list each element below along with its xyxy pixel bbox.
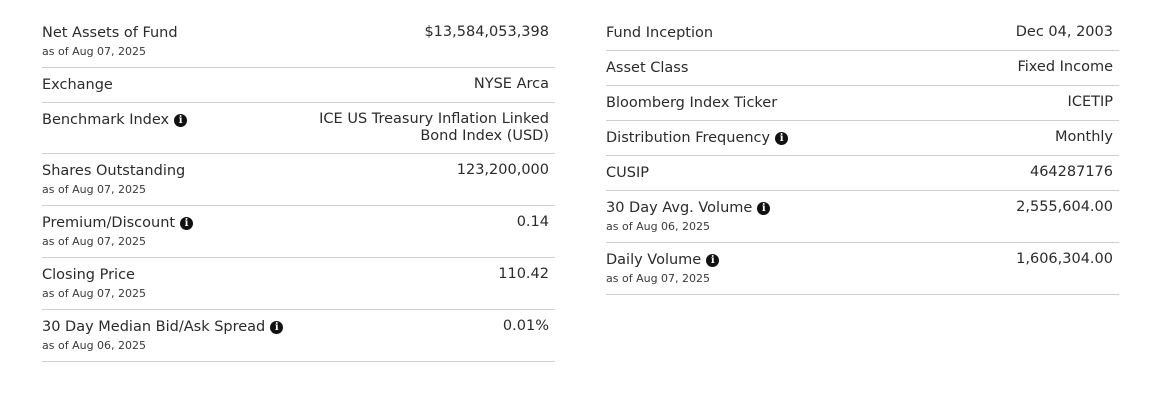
fact-label: Premium/Discount: [42, 215, 176, 231]
facts-column-left: Net Assets of Fund as of Aug 07, 2025 $1…: [42, 15, 555, 362]
fact-value: 2,555,604.00: [1016, 199, 1113, 215]
fact-label: CUSIP: [606, 165, 649, 181]
fact-row-bid-ask-spread: 30 Day Median Bid/Ask Spread i as of Aug…: [42, 310, 555, 362]
fact-value: $13,584,053,398: [424, 24, 549, 40]
fact-row-shares-outstanding: Shares Outstanding as of Aug 07, 2025 12…: [42, 154, 555, 206]
fact-value: 1,606,304.00: [1016, 251, 1113, 267]
info-icon[interactable]: i: [775, 131, 789, 145]
fact-value: 0.01%: [502, 318, 549, 334]
fact-asof: as of Aug 06, 2025: [606, 220, 711, 233]
info-icon[interactable]: i: [706, 253, 720, 267]
fact-value: ICE US Treasury Inflation Linked Bond In…: [319, 111, 549, 144]
fact-row-daily-volume: Daily Volume i as of Aug 07, 2025 1,606,…: [606, 243, 1119, 295]
fact-value: 0.14: [516, 214, 549, 230]
fact-row-benchmark-index: Benchmark Index i ICE US Treasury Inflat…: [42, 103, 555, 154]
fact-label: Asset Class: [606, 60, 689, 76]
fact-asof: as of Aug 07, 2025: [42, 183, 147, 196]
fact-asof: as of Aug 07, 2025: [42, 45, 147, 58]
fact-label: Shares Outstanding: [42, 163, 186, 179]
fact-row-30-day-avg-volume: 30 Day Avg. Volume i as of Aug 06, 2025 …: [606, 191, 1119, 243]
fact-value: 110.42: [498, 266, 549, 282]
info-icon[interactable]: i: [270, 320, 284, 334]
fact-value: ICETIP: [1067, 94, 1113, 110]
fact-value: Monthly: [1054, 129, 1113, 145]
info-icon[interactable]: i: [174, 113, 188, 127]
info-icon[interactable]: i: [757, 201, 771, 215]
fact-label: Fund Inception: [606, 25, 714, 41]
fact-row-distribution-frequency: Distribution Frequency i Monthly: [606, 121, 1119, 156]
fact-asof: as of Aug 06, 2025: [42, 339, 147, 352]
fact-value: Dec 04, 2003: [1015, 24, 1113, 40]
fact-value: Fixed Income: [1017, 59, 1113, 75]
fact-asof: as of Aug 07, 2025: [606, 272, 711, 285]
fact-asof: as of Aug 07, 2025: [42, 235, 147, 248]
fact-label: 30 Day Median Bid/Ask Spread: [42, 319, 266, 335]
info-icon[interactable]: i: [180, 216, 194, 230]
fact-row-exchange: Exchange NYSE Arca: [42, 68, 555, 103]
fact-row-net-assets: Net Assets of Fund as of Aug 07, 2025 $1…: [42, 15, 555, 68]
fact-row-fund-inception: Fund Inception Dec 04, 2003: [606, 15, 1119, 51]
fact-label: Distribution Frequency: [606, 130, 771, 146]
fact-row-premium-discount: Premium/Discount i as of Aug 07, 2025 0.…: [42, 206, 555, 258]
fact-value: 123,200,000: [456, 162, 549, 178]
fact-label: Benchmark Index: [42, 112, 170, 128]
fact-label: Closing Price: [42, 267, 135, 283]
fact-label: 30 Day Avg. Volume: [606, 200, 753, 216]
fact-label: Exchange: [42, 77, 113, 93]
facts-column-right: Fund Inception Dec 04, 2003 Asset Class …: [606, 15, 1119, 295]
fact-asof: as of Aug 07, 2025: [42, 287, 147, 300]
fact-label: Bloomberg Index Ticker: [606, 95, 778, 111]
fact-label: Daily Volume: [606, 252, 702, 268]
fact-label: Net Assets of Fund: [42, 25, 178, 41]
fact-row-cusip: CUSIP 464287176: [606, 156, 1119, 191]
fact-row-bloomberg-ticker: Bloomberg Index Ticker ICETIP: [606, 86, 1119, 121]
fact-value: 464287176: [1029, 164, 1113, 180]
fact-row-closing-price: Closing Price as of Aug 07, 2025 110.42: [42, 258, 555, 310]
fact-value: NYSE Arca: [473, 76, 549, 92]
fact-row-asset-class: Asset Class Fixed Income: [606, 51, 1119, 86]
